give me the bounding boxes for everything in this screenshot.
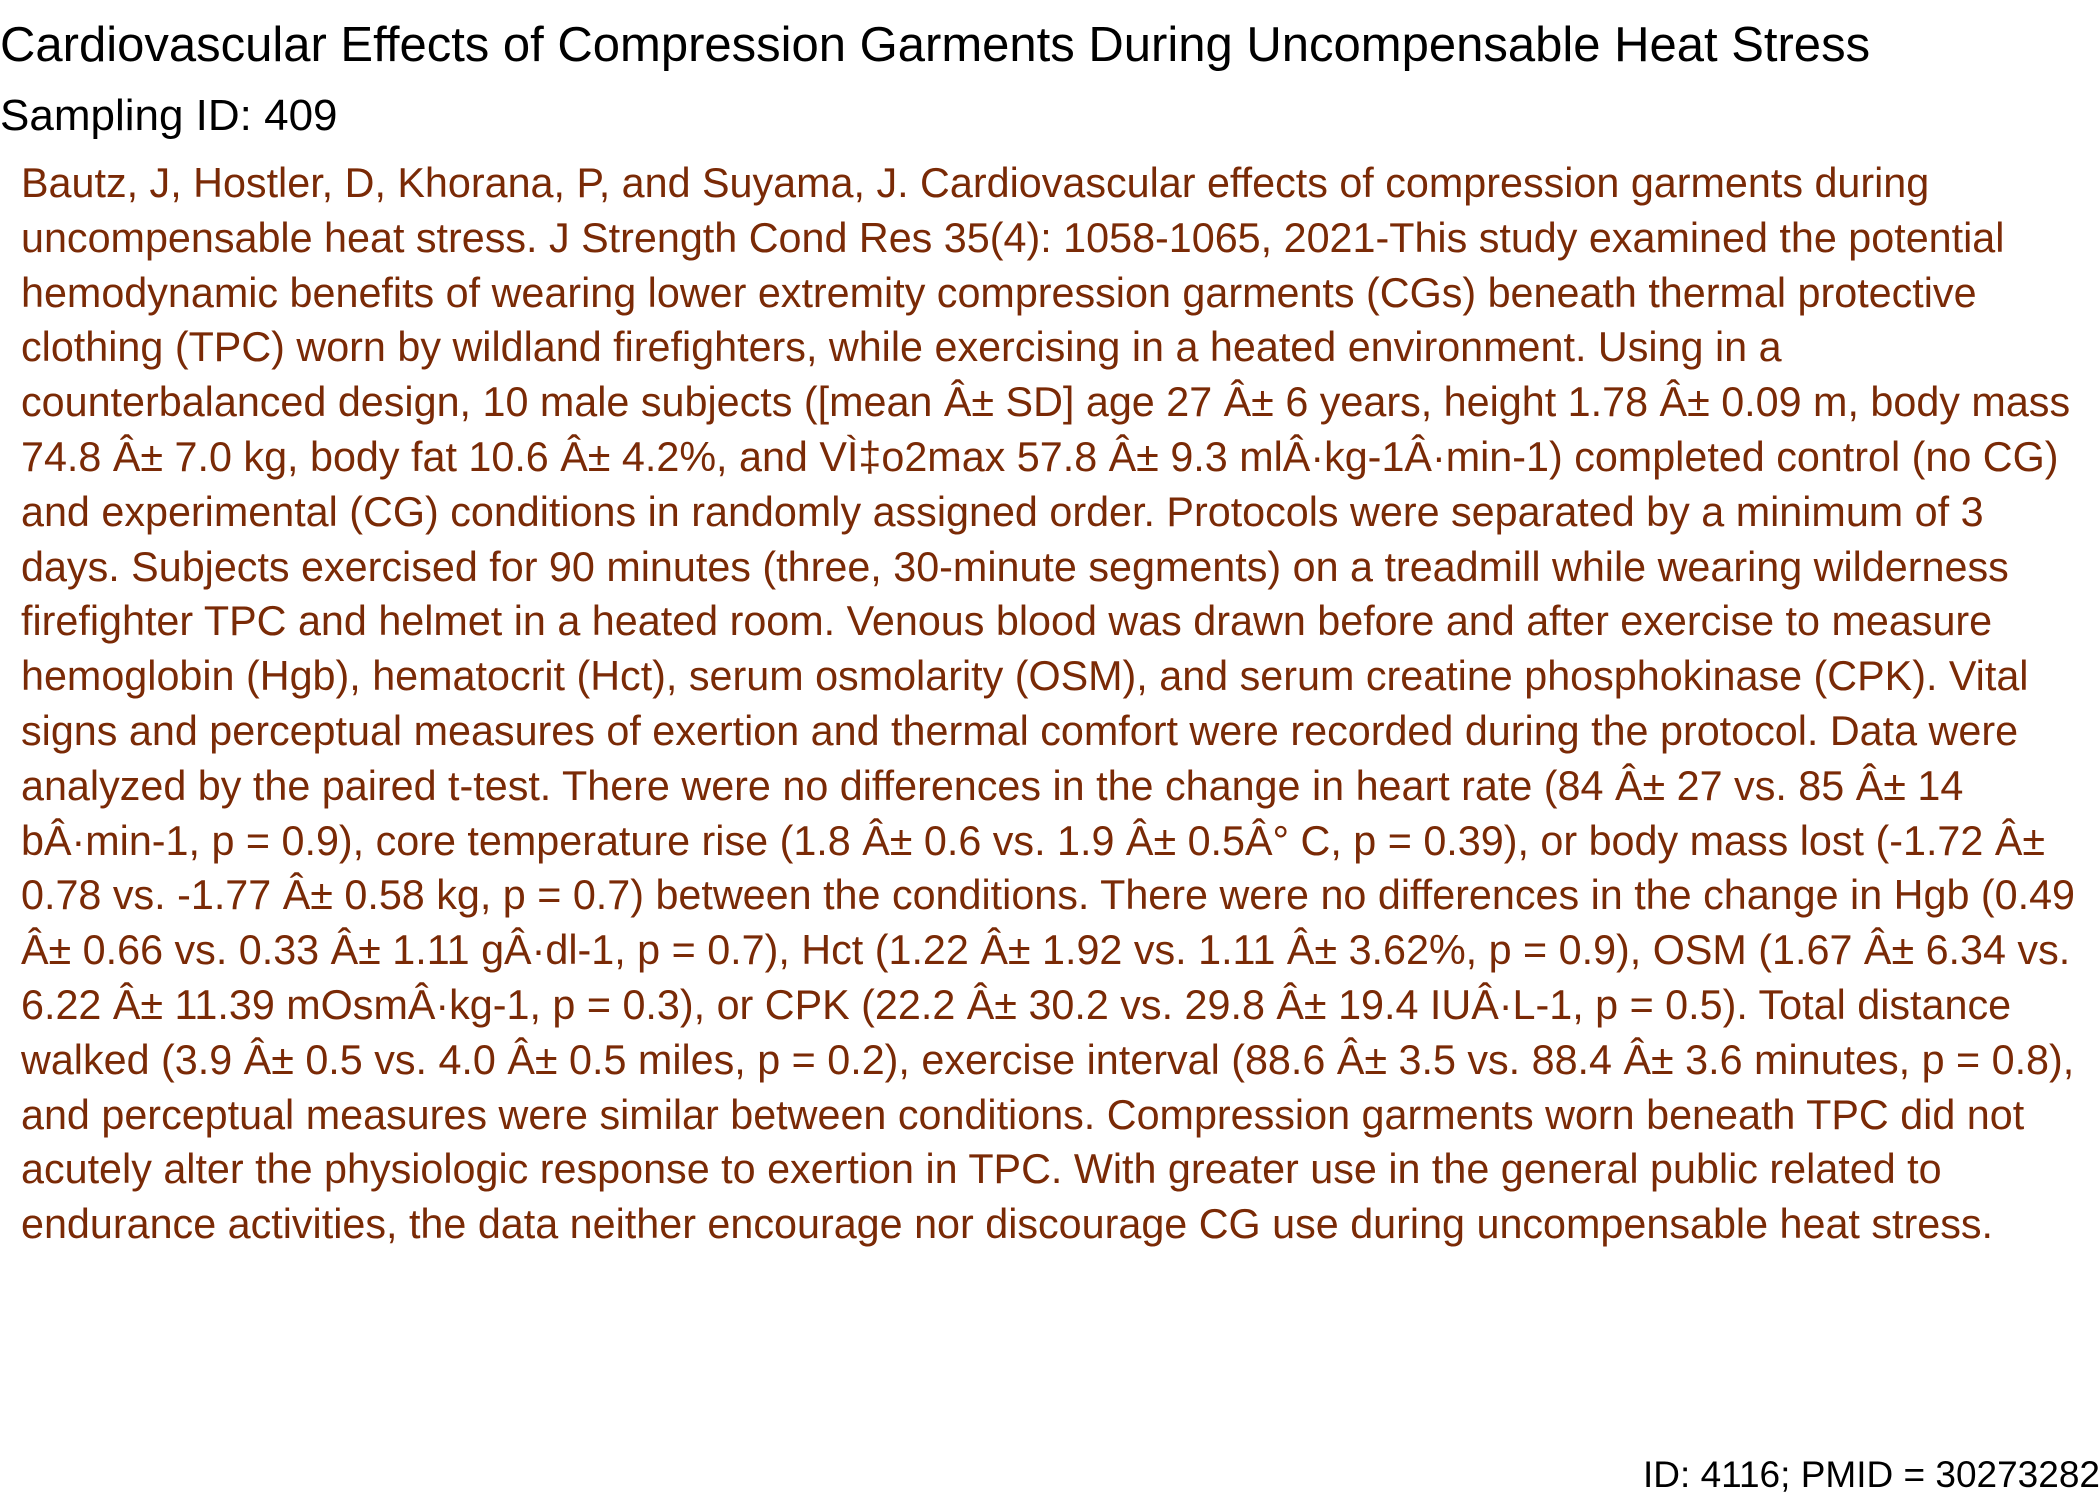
- abstract-text: Bautz, J, Hostler, D, Khorana, P, and Su…: [21, 160, 2076, 1248]
- footer-id: ID: 4116; PMID = 30273282: [1643, 1454, 2100, 1495]
- document-title: Cardiovascular Effects of Compression Ga…: [0, 18, 1871, 72]
- sampling-id: Sampling ID: 409: [0, 91, 338, 140]
